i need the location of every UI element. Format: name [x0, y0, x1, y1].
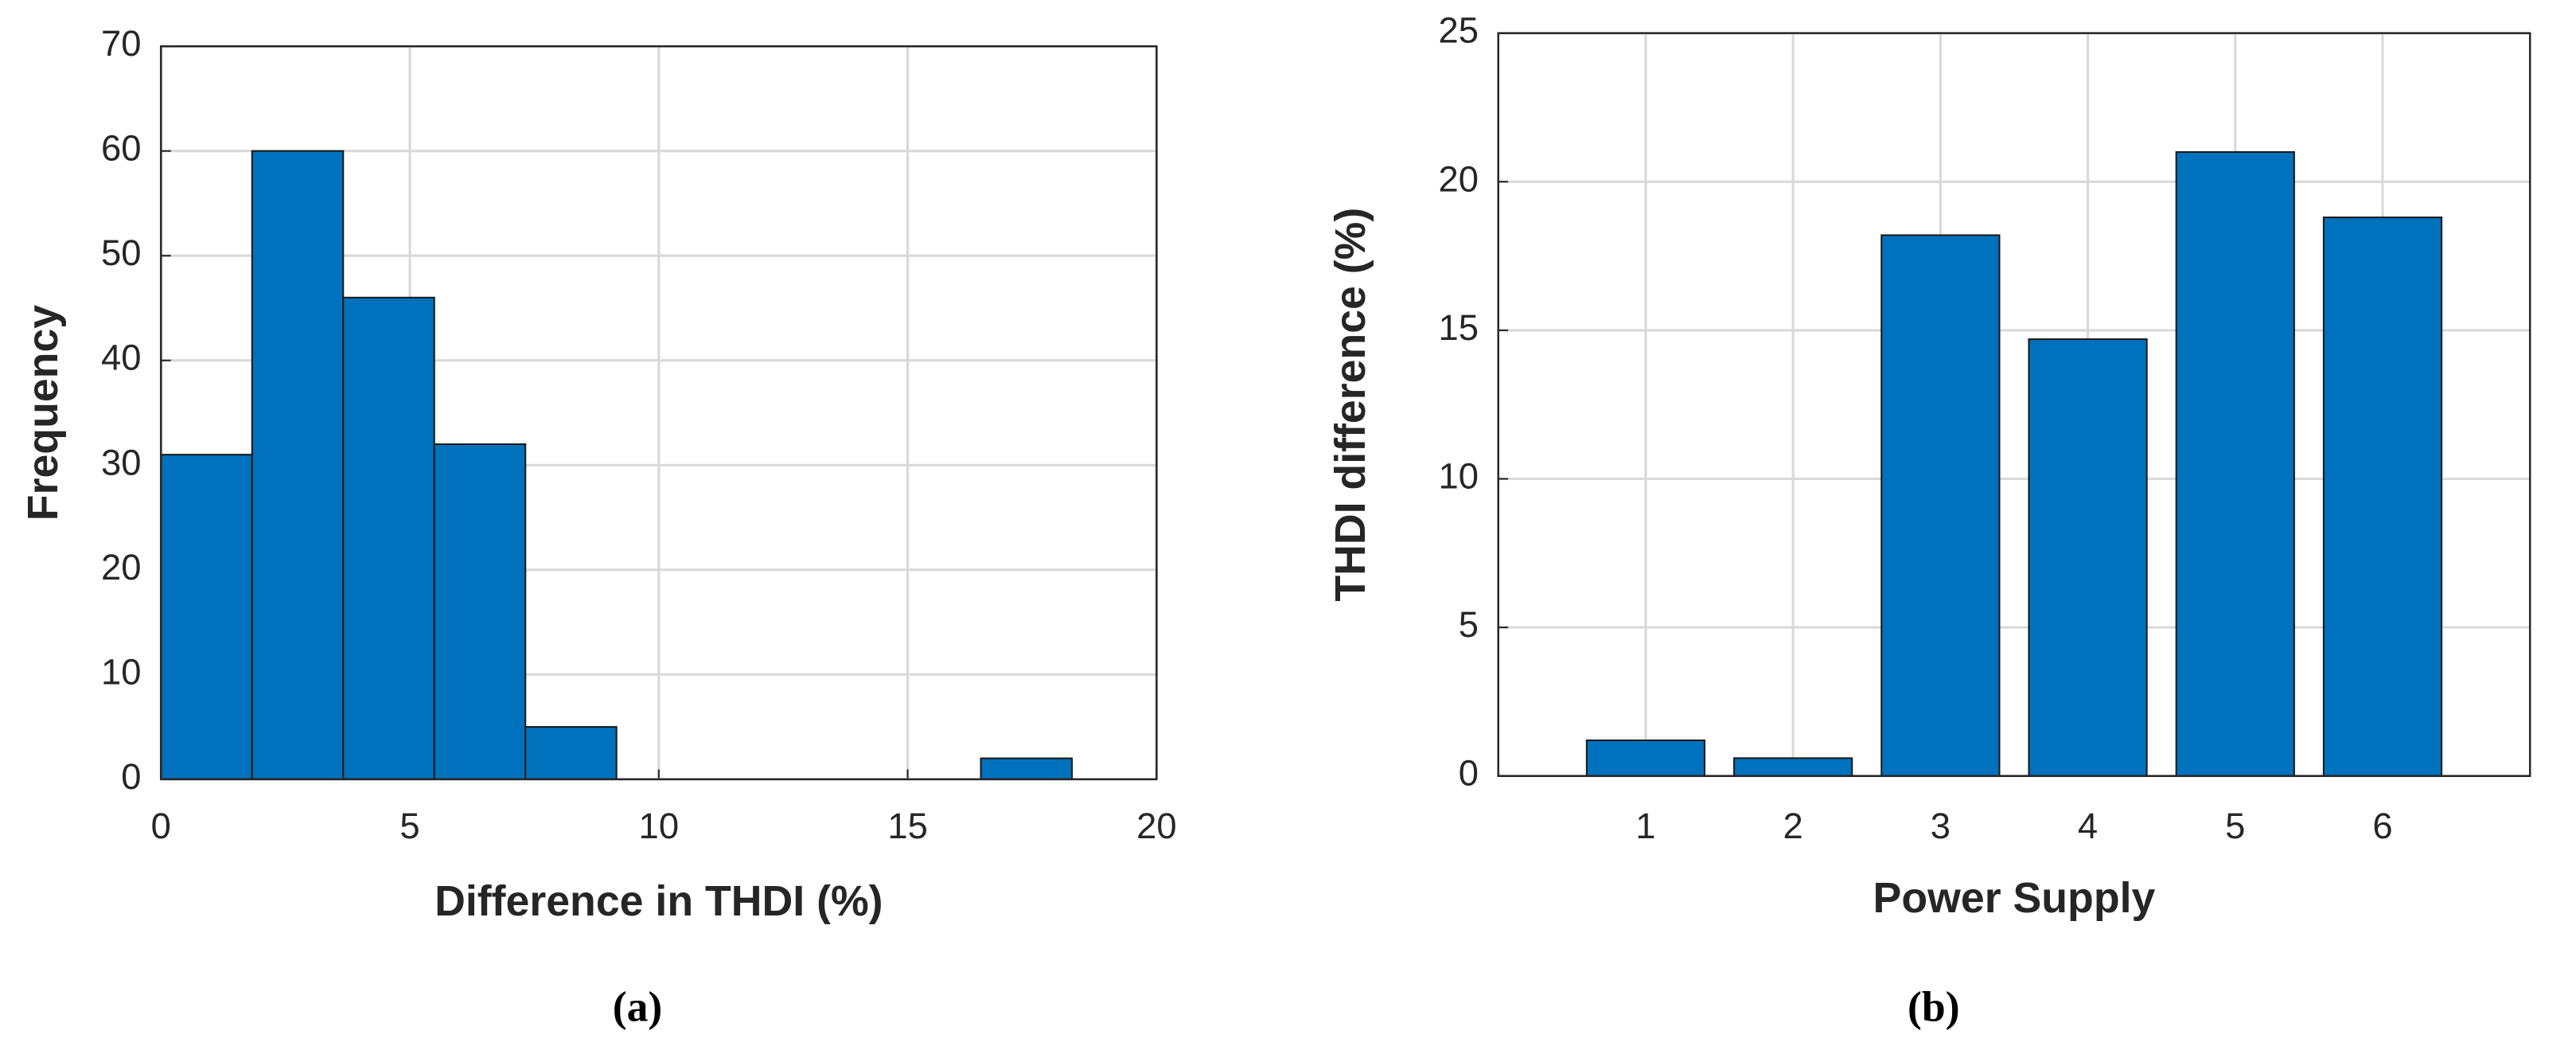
- plot-frame: [1497, 32, 2531, 777]
- x-tick-label: 6: [2372, 806, 2392, 846]
- histogram-bar: [342, 296, 435, 780]
- x-tick-label: 5: [2225, 806, 2245, 846]
- x-tick-label: 20: [1136, 806, 1177, 846]
- x-tick-label: 1: [1635, 806, 1655, 846]
- histogram-bar: [980, 757, 1074, 780]
- bar: [2028, 338, 2148, 777]
- y-tick-label: 20: [101, 547, 142, 588]
- bar: [2175, 150, 2295, 777]
- x-tick-label: 0: [151, 806, 171, 846]
- bar: [2322, 217, 2443, 777]
- y-tick-label: 30: [101, 442, 142, 482]
- caption: (a): [613, 982, 663, 1030]
- x-tick-label: 2: [1783, 806, 1803, 846]
- y-axis-title: THDI difference (%): [1327, 208, 1374, 602]
- histogram-bar: [433, 443, 527, 780]
- histogram-bar: [524, 726, 618, 780]
- y-tick-label: 10: [101, 651, 142, 692]
- y-tick-label: 5: [1459, 604, 1479, 645]
- x-axis-title: Power Supply: [1873, 874, 2156, 922]
- caption: (b): [1908, 982, 1960, 1030]
- y-tick-label: 10: [1438, 456, 1479, 497]
- histogram-bar: [160, 454, 253, 780]
- bar: [1733, 757, 1853, 777]
- y-tick-label: 25: [1438, 10, 1479, 51]
- x-tick-label: 4: [2078, 806, 2098, 846]
- x-tick-label: 10: [639, 806, 680, 846]
- y-tick-label: 40: [101, 338, 142, 378]
- y-tick-label: 70: [101, 23, 142, 64]
- plot-frame: [160, 45, 1158, 781]
- y-axis-title: Frequency: [19, 305, 67, 521]
- histogram-bar: [251, 150, 345, 780]
- y-tick-label: 20: [1438, 158, 1479, 199]
- y-tick-label: 50: [101, 232, 142, 273]
- x-tick-label: 15: [887, 806, 928, 846]
- y-tick-label: 0: [121, 756, 141, 797]
- x-tick-label: 5: [399, 806, 419, 846]
- bar: [1585, 739, 1706, 777]
- x-tick-label: 3: [1931, 806, 1951, 846]
- y-tick-label: 60: [101, 128, 142, 169]
- bar: [1880, 234, 2001, 777]
- y-tick-label: 0: [1459, 753, 1479, 794]
- y-tick-label: 15: [1438, 307, 1479, 348]
- x-axis-title: Difference in THDI (%): [435, 877, 883, 925]
